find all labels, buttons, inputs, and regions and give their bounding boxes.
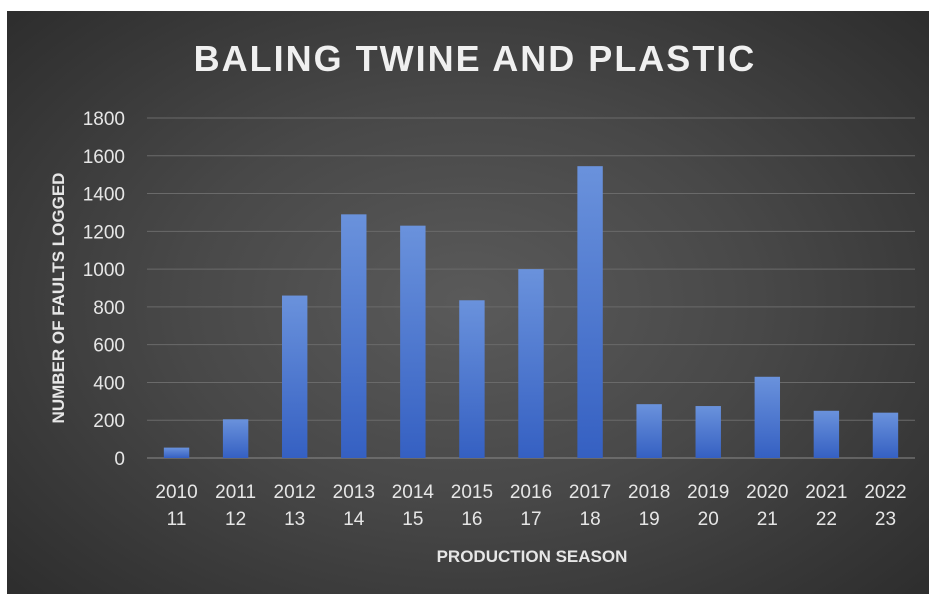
y-tick-label: 800 — [93, 298, 125, 319]
bar — [341, 214, 367, 458]
bar — [163, 447, 190, 458]
y-tick-label: 1000 — [83, 260, 125, 281]
y-tick-label: 0 — [114, 449, 125, 470]
x-tick-label: 2012 13 — [274, 482, 316, 530]
bar — [813, 410, 840, 458]
chart-frame: BALING TWINE AND PLASTIC 0 200 400 600 800 10… — [7, 11, 929, 594]
x-tick-label: 2014 15 — [392, 482, 435, 530]
bar — [459, 300, 485, 458]
y-tick-label: 1400 — [83, 185, 125, 206]
bar — [695, 406, 721, 458]
bar — [577, 166, 603, 458]
x-tick-label: 2015 16 — [451, 482, 493, 530]
bar — [518, 269, 544, 458]
bar — [872, 412, 899, 458]
bar — [281, 295, 308, 458]
x-tick-label: 2018 19 — [628, 482, 670, 530]
x-tick-label: 2020 21 — [746, 482, 788, 530]
bar — [222, 419, 249, 458]
x-tick-label: 2019 20 — [687, 482, 729, 530]
y-tick-label: 1800 — [83, 109, 125, 130]
x-tick-label: 2013 14 — [333, 482, 375, 530]
bars — [163, 166, 899, 458]
chart-title: BALING TWINE AND PLASTIC — [194, 38, 757, 79]
y-tick-label: 1600 — [83, 147, 125, 168]
x-tick-label: 2011 12 — [215, 482, 256, 530]
bar — [400, 225, 426, 458]
x-tick-label: 2022 23 — [864, 482, 906, 530]
bar — [754, 376, 781, 458]
y-tick-label: 600 — [93, 336, 125, 357]
y-tick-label: 200 — [93, 411, 125, 432]
bar-chart: BALING TWINE AND PLASTIC 0 200 400 600 800 10… — [49, 38, 915, 566]
x-tick-label: 2017 18 — [569, 482, 611, 530]
x-tick-label: 2021 22 — [805, 482, 847, 530]
y-axis-title: NUMBER OF FAULTS LOGGED — [49, 173, 68, 424]
y-axis-ticks: 0 200 400 600 800 1000 1200 1400 1600 1800 — [83, 109, 125, 470]
y-tick-label: 1200 — [83, 222, 125, 243]
x-axis-title: PRODUCTION SEASON — [437, 547, 628, 566]
y-tick-label: 400 — [93, 373, 125, 394]
x-tick-label: 2010 11 — [155, 482, 197, 530]
bar — [636, 404, 662, 458]
x-axis-ticks: 2010 11 2011 12 2012 13 2013 14 2014 15 2015 16 2016… — [155, 482, 906, 530]
x-tick-label: 2016 17 — [510, 482, 552, 530]
